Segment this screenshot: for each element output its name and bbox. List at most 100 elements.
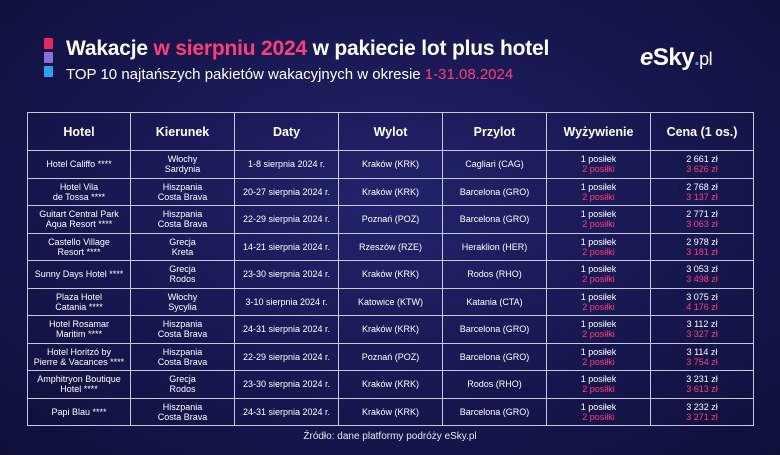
table-row: Hotel Califfo **** Włochy Sardynia 1-8 sier… <box>27 150 754 179</box>
cell-daty: 22-29 sierpnia 2024 r. <box>234 205 339 234</box>
cell-line: Grecja <box>169 236 196 247</box>
cell-line: 1 posiłek <box>580 291 617 302</box>
column-header-wyzywienie: Wyżywienie <box>546 112 651 151</box>
cell-cena: 3 053 zł 3 498 zł <box>650 260 754 289</box>
page-title: Wakacje w sierpniu 2024 w pakiecie lot p… <box>66 37 549 61</box>
cell-kierunek: Hiszpania Costa Brava <box>130 205 235 234</box>
cell-daty: 24-31 sierpnia 2024 r. <box>234 397 339 426</box>
table-header-row: Hotel Kierunek Daty Wylot Przylot Wyżywi… <box>27 112 754 151</box>
cell-kierunek: Hiszpania Costa Brava <box>130 315 235 344</box>
accent-bar-pink <box>44 38 53 49</box>
cell-line: 1 posiłek <box>580 401 617 412</box>
cell-wyzywienie: 1 posiłek 2 posiłki <box>546 205 651 234</box>
logo-e: e <box>640 44 653 71</box>
cell-line: Resort **** <box>57 246 101 257</box>
cell-line: Costa Brava <box>157 329 208 340</box>
column-header-przylot: Przylot <box>442 112 547 151</box>
cell-kierunek: Grecja Rodos <box>130 260 235 289</box>
cell-line: 1 posiłek <box>580 154 617 165</box>
cell-przylot: Katania (CTA) <box>442 287 547 316</box>
cell-kierunek: Hiszpania Costa Brava <box>130 342 235 371</box>
cell-line: 3 271 zł <box>686 411 718 422</box>
cell-przylot: Barcelona (GRO) <box>442 397 547 426</box>
cell-przylot: Barcelona (GRO) <box>442 342 547 371</box>
cell-line: 3 232 zł <box>686 401 718 412</box>
cell-line: 2 posiłki <box>582 301 615 312</box>
cell-line: Kreta <box>171 246 194 257</box>
cell-line: Hotel Califfo **** <box>46 159 112 170</box>
cell-hotel: Hotel Rosamar Maritim **** <box>27 315 131 344</box>
cell-line: 1 posiłek <box>580 346 617 357</box>
column-header-wylot: Wylot <box>338 112 443 151</box>
cell-wylot: Kraków (KRK) <box>338 177 443 206</box>
cell-line: 2 661 zł <box>686 154 718 165</box>
table-row: Guitart Central Park Aqua Resort **** Hisz… <box>27 205 754 234</box>
source-note: Źródło: dane platformy podróży eSky.pl <box>303 431 477 442</box>
cell-wyzywienie: 1 posiłek 2 posiłki <box>546 342 651 371</box>
cell-line: Plaza Hotel <box>55 291 103 302</box>
cell-przylot: Rodos (RHO) <box>442 370 547 399</box>
cell-przylot: Heraklion (HER) <box>442 232 547 261</box>
cell-line: Guitart Central Park <box>39 209 119 220</box>
column-header-kierunek: Kierunek <box>130 112 235 151</box>
table-row: Hotel Rosamar Maritim **** Hiszpania Costa … <box>27 315 754 344</box>
cell-kierunek: Hiszpania Costa Brava <box>130 397 235 426</box>
cell-wylot: Poznań (POZ) <box>338 205 443 234</box>
cell-line: 2 posiłki <box>582 219 615 230</box>
cell-wyzywienie: 1 posiłek 2 posiłki <box>546 150 651 179</box>
subtitle-date-range: 1-31.08.2024 <box>424 66 514 83</box>
cell-line: Aqua Resort **** <box>45 219 113 230</box>
cell-daty: 3-10 sierpnia 2024 r. <box>234 287 339 316</box>
title-part-3: w pakiecie lot plus hotel <box>312 37 550 60</box>
cell-cena: 3 231 zł 3 613 zł <box>650 370 754 399</box>
cell-line: Hiszpania <box>162 209 203 220</box>
accent-bar-blue <box>44 66 53 77</box>
cell-line: 2 posiłki <box>582 384 615 395</box>
cell-kierunek: Grecja Rodos <box>130 370 235 399</box>
cell-line: 3 112 zł <box>686 319 718 330</box>
cell-wylot: Katowice (KTW) <box>338 287 443 316</box>
cell-line: Hotel Horitzó by <box>46 346 112 357</box>
logo-pl: pl <box>699 49 713 69</box>
logo-sky: Sky <box>652 44 695 71</box>
cell-przylot: Barcelona (GRO) <box>442 315 547 344</box>
esky-logo: eSky.pl <box>640 44 713 72</box>
cell-line: 3 181 zł <box>686 246 718 257</box>
cell-line: Grecja <box>169 264 196 275</box>
cell-line: 2 978 zł <box>686 236 718 247</box>
cell-wylot: Kraków (KRK) <box>338 370 443 399</box>
cell-hotel: Sunny Days Hotel **** <box>27 260 131 289</box>
cell-line: 3 613 zł <box>686 384 718 395</box>
cell-przylot: Barcelona (GRO) <box>442 205 547 234</box>
title-highlight: w sierpniu 2024 <box>153 37 308 60</box>
cell-line: 3 498 zł <box>686 274 718 285</box>
cell-wyzywienie: 1 posiłek 2 posiłki <box>546 287 651 316</box>
cell-line: Pierre & Vacances **** <box>33 356 125 367</box>
cell-hotel: Papi Blau **** <box>27 397 131 426</box>
cell-wylot: Kraków (KRK) <box>338 397 443 426</box>
cell-line: Rodos <box>169 274 196 285</box>
cell-wyzywienie: 1 posiłek 2 posiłki <box>546 260 651 289</box>
cell-line: Hiszpania <box>162 319 203 330</box>
cell-hotel: Hotel Vila de Tossa **** <box>27 177 131 206</box>
cell-kierunek: Włochy Sardynia <box>130 150 235 179</box>
cell-line: Hiszpania <box>162 401 203 412</box>
page-subtitle: TOP 10 najtańszych pakietów wakacyjnych … <box>66 66 513 83</box>
cell-line: Hiszpania <box>162 181 203 192</box>
cell-line: de Tossa **** <box>52 191 106 202</box>
cell-hotel: Castello Village Resort **** <box>27 232 131 261</box>
cell-line: 3 231 zł <box>686 374 718 385</box>
cell-cena: 2 771 zł 3 063 zł <box>650 205 754 234</box>
cell-line: Włochy <box>167 154 198 165</box>
cell-line: 2 768 zł <box>686 181 718 192</box>
cell-przylot: Cagliari (CAG) <box>442 150 547 179</box>
cell-daty: 23-30 sierpnia 2024 r. <box>234 260 339 289</box>
cell-line: Hiszpania <box>162 346 203 357</box>
cell-wylot: Kraków (KRK) <box>338 150 443 179</box>
cell-line: 2 posiłki <box>582 274 615 285</box>
cell-daty: 24-31 sierpnia 2024 r. <box>234 315 339 344</box>
cell-line: Grecja <box>169 374 196 385</box>
cell-line: Costa Brava <box>157 219 208 230</box>
cell-line: Hotel **** <box>60 384 98 395</box>
cell-przylot: Rodos (RHO) <box>442 260 547 289</box>
